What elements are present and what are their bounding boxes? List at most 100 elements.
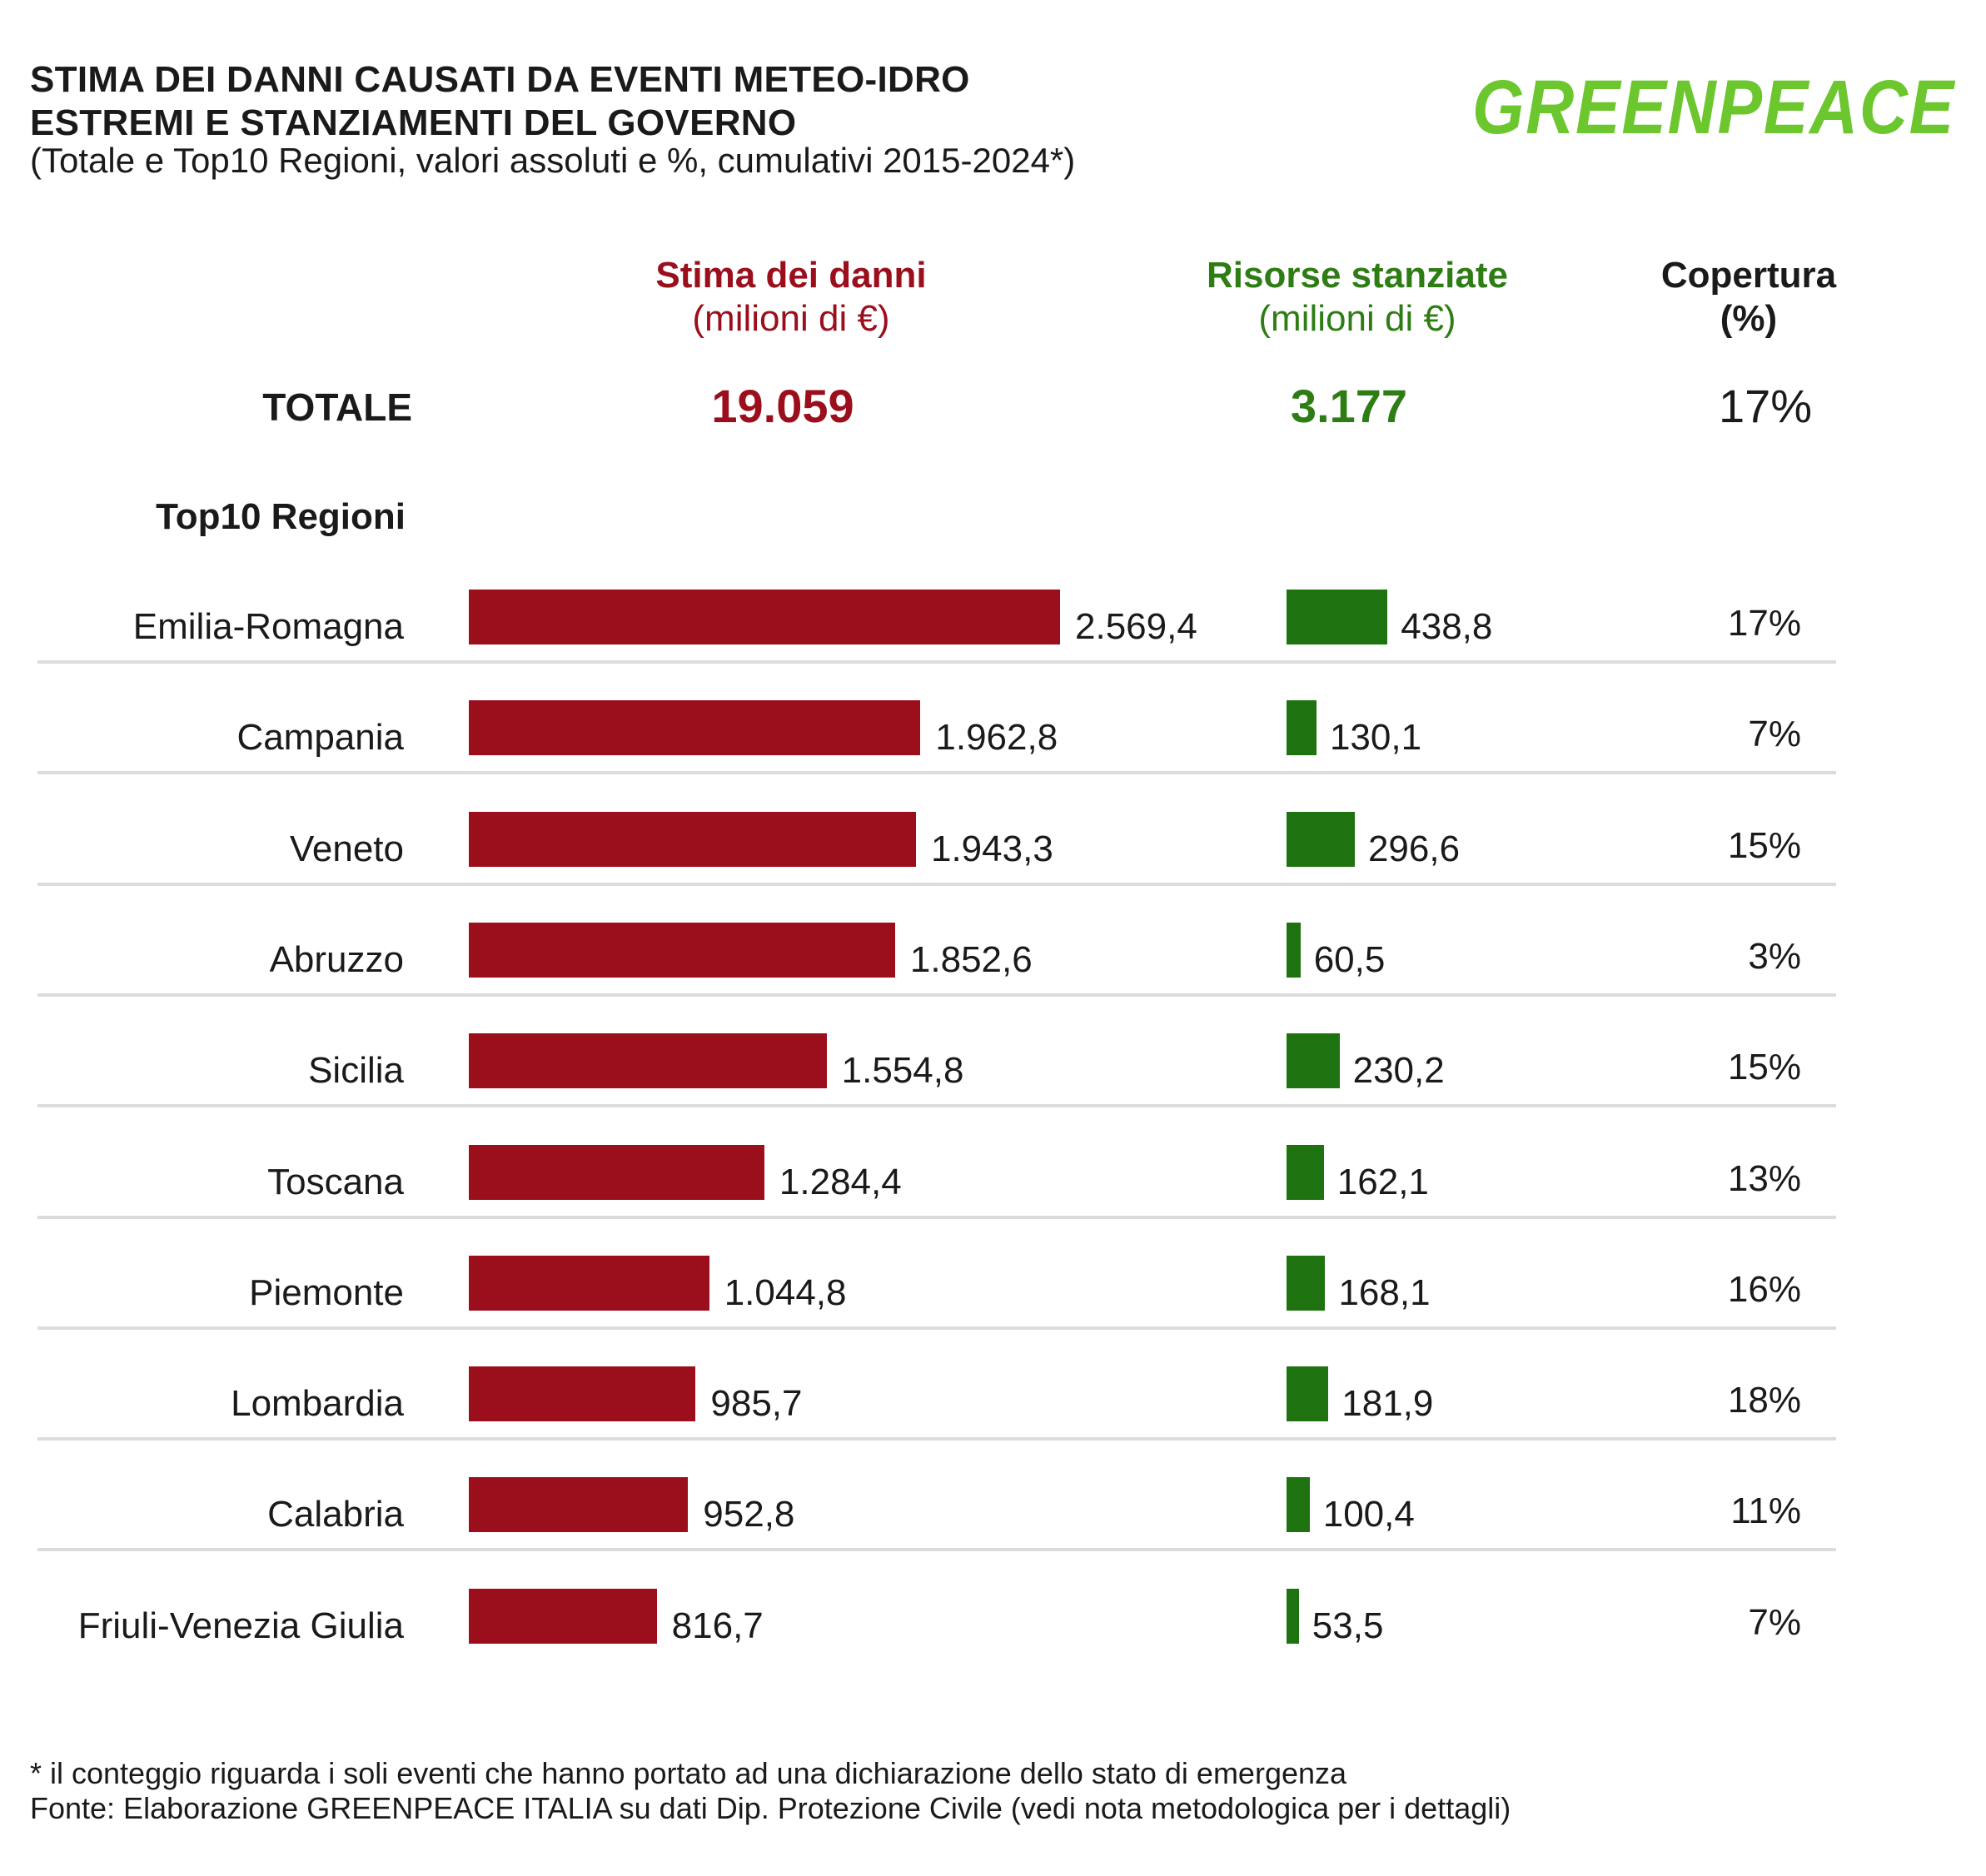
damage-value-label: 2.569,4: [1075, 606, 1197, 647]
coverage-value-label: 3%: [1748, 935, 1801, 977]
coverage-value-label: 13%: [1727, 1157, 1801, 1199]
row-divider: [37, 1215, 1836, 1219]
region-name: Lombardia: [231, 1383, 404, 1425]
greenpeace-logo: GREENPEACE: [1472, 65, 1956, 150]
funds-bar: [1287, 1366, 1329, 1422]
damage-bar: [469, 1255, 709, 1311]
coverage-value-label: 15%: [1727, 824, 1801, 866]
damage-value-label: 1.284,4: [779, 1161, 902, 1202]
coverage-value-label: 15%: [1727, 1047, 1801, 1088]
damage-bar: [469, 922, 895, 978]
damage-value-label: 1.943,3: [930, 828, 1053, 869]
row-divider: [37, 882, 1836, 886]
region-name: Friuli-Venezia Giulia: [77, 1605, 404, 1646]
region-row: Toscana 1.284,4 162,1 13%: [0, 1137, 1986, 1247]
region-row: Veneto 1.943,3 296,6 15%: [0, 804, 1986, 914]
funds-value-label: 53,5: [1312, 1605, 1384, 1646]
damage-bar: [469, 811, 916, 867]
funds-value-label: 100,4: [1322, 1494, 1415, 1535]
damage-bar: [469, 1477, 689, 1533]
funds-value-label: 230,2: [1352, 1050, 1445, 1092]
row-divider: [37, 1437, 1836, 1441]
region-row: Campania 1.962,8 130,1 7%: [0, 692, 1986, 803]
row-divider: [37, 1548, 1836, 1552]
funds-value-label: 296,6: [1367, 828, 1461, 869]
row-divider: [37, 1326, 1836, 1330]
funds-bar: [1287, 1255, 1326, 1311]
region-name: Toscana: [267, 1161, 404, 1202]
damage-bar: [469, 1033, 827, 1089]
coverage-value-label: 11%: [1730, 1490, 1801, 1532]
row-divider: [37, 771, 1836, 775]
row-divider: [37, 993, 1836, 997]
funds-value-label: 168,1: [1338, 1271, 1431, 1313]
chart-subtitle: (Totale e Top10 Regioni, valori assoluti…: [30, 141, 1076, 180]
greenpeace-logo-text: GREENPEACE: [1472, 65, 1956, 150]
total-label: TOTALE: [262, 386, 412, 429]
funds-bar: [1287, 811, 1355, 867]
funds-bar: [1287, 922, 1301, 978]
funds-bar: [1287, 1477, 1310, 1533]
funds-bar: [1287, 700, 1317, 756]
region-name: Veneto: [289, 828, 404, 869]
funds-bar: [1287, 590, 1388, 644]
region-name: Sicilia: [308, 1050, 404, 1092]
funds-column-header: Risorse stanziate (milioni di €): [1149, 254, 1565, 341]
funds-value-label: 60,5: [1313, 938, 1386, 980]
region-row: Friuli-Venezia Giulia 816,7 53,5 7%: [0, 1580, 1986, 1691]
damage-value-label: 816,7: [671, 1605, 764, 1646]
funds-bar: [1287, 1588, 1299, 1644]
funds-bar: [1287, 1144, 1324, 1200]
damage-value-label: 1.962,8: [935, 717, 1058, 759]
damage-column-header: Stima dei danni (milioni di €): [583, 254, 999, 341]
coverage-value-label: 17%: [1727, 603, 1801, 644]
footnote: * il conteggio riguarda i soli eventi ch…: [30, 1756, 1347, 1790]
coverage-value-label: 7%: [1748, 1601, 1801, 1643]
total-damage-value: 19.059: [711, 380, 854, 432]
region-name: Piemonte: [249, 1271, 404, 1313]
chart-title: STIMA DEI DANNI CAUSATI DA EVENTI METEO-…: [30, 58, 970, 145]
coverage-value-label: 7%: [1748, 714, 1801, 755]
damage-bar: [469, 1366, 696, 1422]
total-coverage-value: 17%: [1718, 380, 1813, 432]
damage-value-label: 1.852,6: [909, 938, 1033, 980]
total-funds-value: 3.177: [1290, 380, 1408, 432]
coverage-column-header: Copertura (%): [1590, 254, 1907, 341]
region-row: Abruzzo 1.852,6 60,5 3%: [0, 914, 1986, 1025]
funds-header-unit: (milioni di €): [1258, 298, 1456, 339]
row-divider: [37, 660, 1836, 664]
coverage-value-label: 16%: [1727, 1268, 1801, 1310]
region-row: Sicilia 1.554,8 230,2 15%: [0, 1025, 1986, 1136]
coverage-header-unit: (%): [1720, 298, 1778, 339]
funds-header-title: Risorse stanziate: [1207, 255, 1508, 296]
damage-value-label: 985,7: [710, 1383, 803, 1425]
region-name: Calabria: [267, 1494, 404, 1535]
damage-header-unit: (milioni di €): [692, 298, 890, 339]
damage-bar: [469, 1588, 657, 1644]
source-note: Fonte: Elaborazione GREENPEACE ITALIA su…: [30, 1791, 1511, 1825]
funds-value-label: 181,9: [1341, 1383, 1434, 1425]
funds-value-label: 130,1: [1329, 717, 1422, 759]
funds-bar: [1287, 1033, 1340, 1089]
title-line-2: ESTREMI E STANZIAMENTI DEL GOVERNO: [30, 102, 797, 143]
funds-value-label: 438,8: [1401, 606, 1493, 647]
damage-value-label: 1.044,8: [724, 1271, 847, 1313]
damage-bar: [469, 590, 1060, 644]
damage-bar: [469, 1144, 764, 1200]
damage-value-label: 952,8: [703, 1494, 795, 1535]
row-divider: [37, 1104, 1836, 1108]
region-row: Calabria 952,8 100,4 11%: [0, 1469, 1986, 1580]
damage-value-label: 1.554,8: [841, 1050, 964, 1092]
region-name: Emilia-Romagna: [132, 606, 404, 647]
damage-header-title: Stima dei danni: [655, 255, 927, 296]
coverage-value-label: 18%: [1727, 1380, 1801, 1421]
region-row: Emilia-Romagna 2.569,4 438,8 17%: [0, 581, 1986, 692]
coverage-header-title: Copertura: [1660, 255, 1837, 296]
funds-value-label: 162,1: [1336, 1161, 1429, 1202]
title-line-1: STIMA DEI DANNI CAUSATI DA EVENTI METEO-…: [30, 59, 970, 100]
region-name: Abruzzo: [269, 938, 404, 980]
top10-label: Top10 Regioni: [156, 496, 406, 537]
region-row: Piemonte 1.044,8 168,1 16%: [0, 1247, 1986, 1358]
damage-bar: [469, 700, 921, 756]
region-row: Lombardia 985,7 181,9 18%: [0, 1358, 1986, 1469]
